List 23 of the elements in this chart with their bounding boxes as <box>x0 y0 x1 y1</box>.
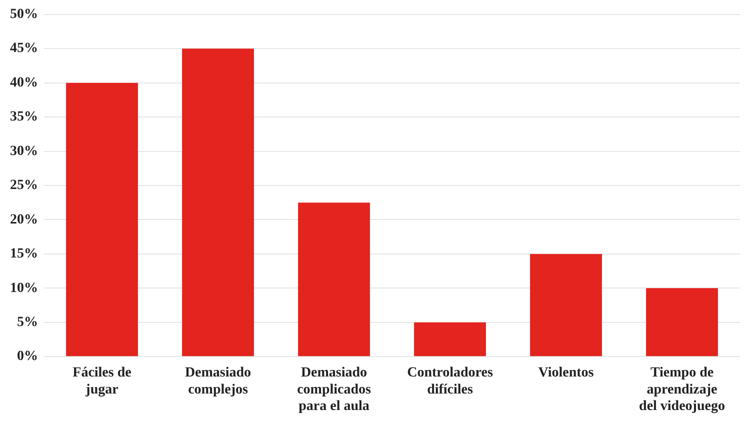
x-tick-label: Demasiado complejos <box>184 366 252 398</box>
y-tick-label: 40% <box>10 75 38 90</box>
y-tick-label: 25% <box>10 178 38 194</box>
bar <box>182 48 254 356</box>
x-tick-label: Tiempo de aprendizaje del videojuego <box>639 366 725 414</box>
y-tick-label: 35% <box>10 110 38 125</box>
bar <box>530 254 602 356</box>
y-tick-label: 45% <box>10 41 38 56</box>
bar <box>646 288 718 356</box>
y-tick-label: 0% <box>17 349 38 364</box>
y-tick-label: 30% <box>10 144 38 159</box>
y-tick-label: 50% <box>10 7 38 22</box>
bar <box>66 82 138 356</box>
y-tick-label: 10% <box>10 280 38 296</box>
bar <box>414 322 486 356</box>
bar <box>298 202 370 356</box>
y-tick-label: 15% <box>10 246 38 262</box>
x-tick-label: Controladores difíciles <box>407 366 494 398</box>
x-tick-label: Demasiado complicados para el aula <box>297 366 372 414</box>
y-tick-label: 20% <box>10 212 38 228</box>
x-tick-label: Violentos <box>538 366 594 381</box>
y-tick-label: 5% <box>17 314 38 330</box>
x-tick-label: Fáciles de jugar <box>72 366 132 398</box>
